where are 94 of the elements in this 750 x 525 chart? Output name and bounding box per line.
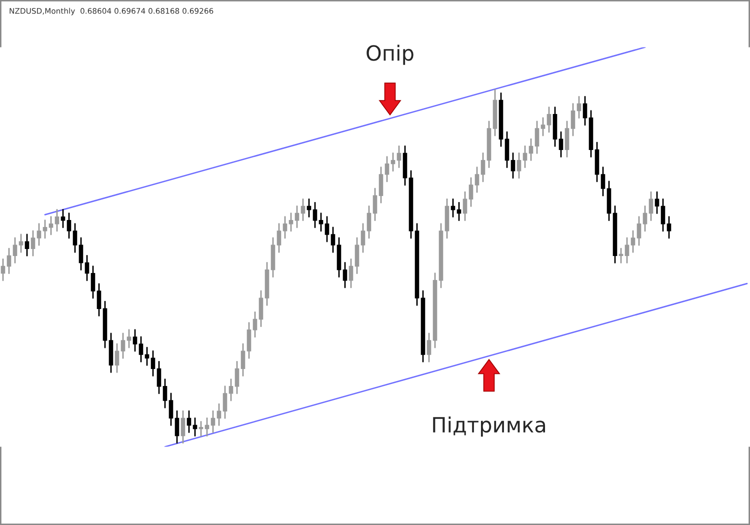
candlestick	[480, 152, 486, 182]
candlestick	[462, 191, 468, 222]
candlestick	[42, 220, 48, 239]
candlestick	[282, 216, 288, 239]
candlestick	[516, 152, 522, 179]
candlestick	[252, 311, 258, 338]
candlestick	[312, 202, 318, 228]
candlestick	[558, 131, 564, 158]
candlestick	[348, 258, 354, 288]
candlestick	[468, 177, 474, 207]
candlestick	[510, 152, 516, 179]
candlestick	[426, 332, 432, 362]
candlestick	[96, 283, 102, 316]
candlestick	[144, 346, 150, 366]
candlestick	[318, 212, 324, 232]
candlestick	[456, 202, 462, 222]
candlestick	[180, 410, 186, 444]
candlestick	[474, 166, 480, 193]
candlestick	[24, 234, 30, 256]
candlestick	[228, 378, 234, 402]
candlestick	[222, 386, 228, 419]
candlestick	[246, 322, 252, 359]
candlestick	[294, 206, 300, 228]
candlestick	[12, 237, 18, 264]
candlestick	[168, 392, 174, 426]
candlestick	[648, 191, 654, 222]
candlestick	[300, 198, 306, 222]
candlestick	[192, 417, 198, 437]
candlestick	[30, 230, 36, 256]
candlestick	[582, 96, 588, 126]
candlestick	[636, 216, 642, 246]
candlestick	[618, 248, 624, 264]
candlestick	[288, 212, 294, 232]
candlestick	[396, 145, 402, 168]
candlestick	[324, 216, 330, 242]
candlestick	[360, 223, 366, 253]
candlestick	[366, 206, 372, 239]
annotation: Підтримка	[433, 416, 546, 437]
candlestick	[186, 410, 192, 433]
candlestick	[390, 152, 396, 172]
candlestick	[78, 237, 84, 270]
candlestick	[174, 410, 180, 444]
candlestick	[198, 421, 204, 437]
candlestick	[372, 188, 378, 222]
candlestick	[48, 216, 54, 236]
candlestick	[600, 166, 606, 196]
candlestick	[0, 258, 6, 282]
candlestick	[66, 212, 72, 239]
candlestick	[156, 360, 162, 394]
candlestick	[540, 117, 546, 136]
candlestick	[576, 96, 582, 119]
candlestick	[210, 410, 216, 433]
candlestick	[240, 343, 246, 376]
candlestick	[126, 329, 132, 348]
candlestick	[306, 198, 312, 218]
candlestick	[330, 226, 336, 253]
candlestick	[6, 248, 12, 274]
candlestick	[132, 329, 138, 352]
candlestick	[660, 198, 666, 232]
candlestick	[276, 223, 282, 253]
candlestick	[564, 120, 570, 158]
candlestick	[342, 262, 348, 288]
candlestick	[138, 336, 144, 362]
candlestick	[504, 131, 510, 168]
candlestick	[18, 234, 24, 253]
candlestick	[654, 191, 660, 214]
candlestick	[114, 343, 120, 373]
candlestick	[378, 166, 384, 204]
candlestick	[642, 206, 648, 232]
candlestick	[450, 198, 456, 218]
candlestick	[630, 230, 636, 253]
candlestick	[234, 360, 240, 394]
candlestick	[624, 237, 630, 264]
candlestick	[216, 403, 222, 426]
candlestick	[666, 216, 672, 239]
candlestick	[60, 209, 66, 228]
candlestick	[72, 223, 78, 253]
candlestick	[384, 156, 390, 182]
candlestick	[528, 138, 534, 161]
candlestick	[522, 145, 528, 168]
candlestick	[120, 332, 126, 359]
candlestick	[258, 290, 264, 328]
candlestick	[204, 417, 210, 437]
candlestick	[354, 237, 360, 274]
text: Опір	[366, 44, 414, 65]
candlestick	[534, 120, 540, 154]
candlestick	[36, 223, 42, 246]
candlestick	[84, 254, 90, 282]
candlestick	[90, 266, 96, 299]
candlestick	[54, 209, 60, 232]
candlestick	[570, 103, 576, 136]
candlestick	[546, 106, 552, 133]
candlestick	[162, 378, 168, 408]
candlestick	[150, 350, 156, 376]
